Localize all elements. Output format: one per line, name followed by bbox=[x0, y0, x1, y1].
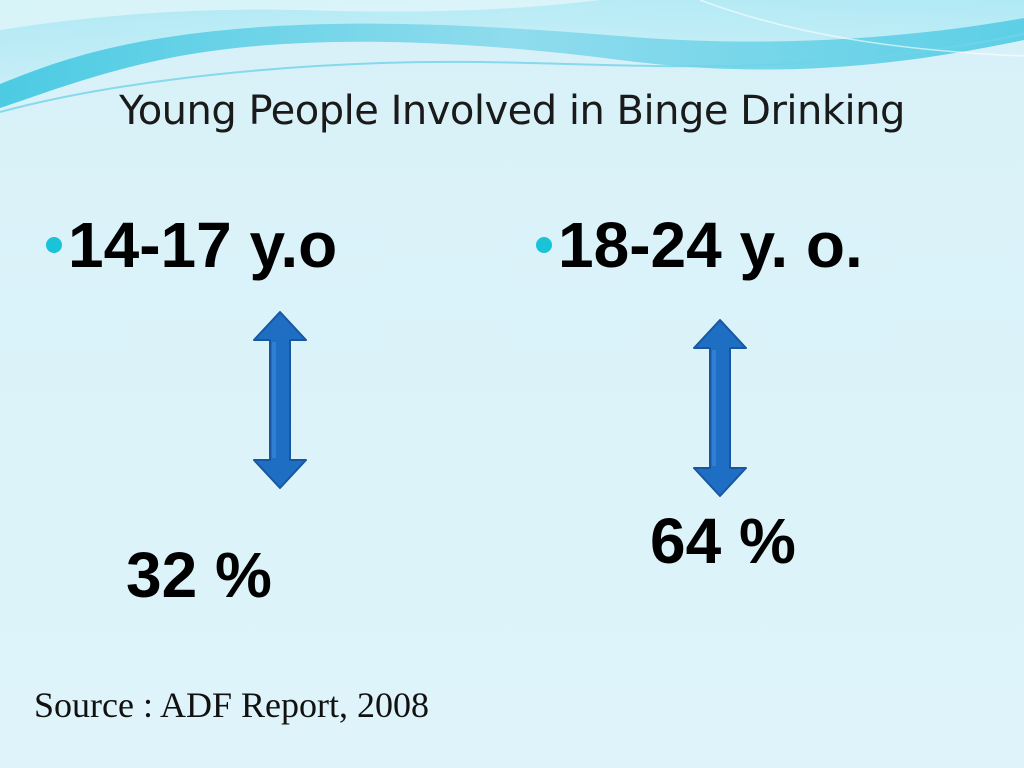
header-wave-decoration bbox=[0, 0, 1024, 113]
double-arrow-icon bbox=[253, 311, 307, 489]
slide-title: Young People Involved in Binge Drinking bbox=[119, 88, 905, 134]
bullet-item-18-24: 18-24 y. o. bbox=[536, 208, 863, 282]
age-group-label: 14-17 y.o bbox=[68, 209, 338, 281]
bullet-dot-icon bbox=[46, 237, 62, 253]
bullet-dot-icon bbox=[536, 237, 552, 253]
percentage-value: 32 % bbox=[126, 539, 272, 611]
percentage-value: 64 % bbox=[650, 505, 796, 577]
bullet-item-14-17: 14-17 y.o bbox=[46, 208, 337, 282]
age-group-label: 18-24 y. o. bbox=[558, 209, 863, 281]
source-citation: Source : ADF Report, 2008 bbox=[34, 685, 429, 725]
double-arrow-icon bbox=[693, 319, 747, 497]
